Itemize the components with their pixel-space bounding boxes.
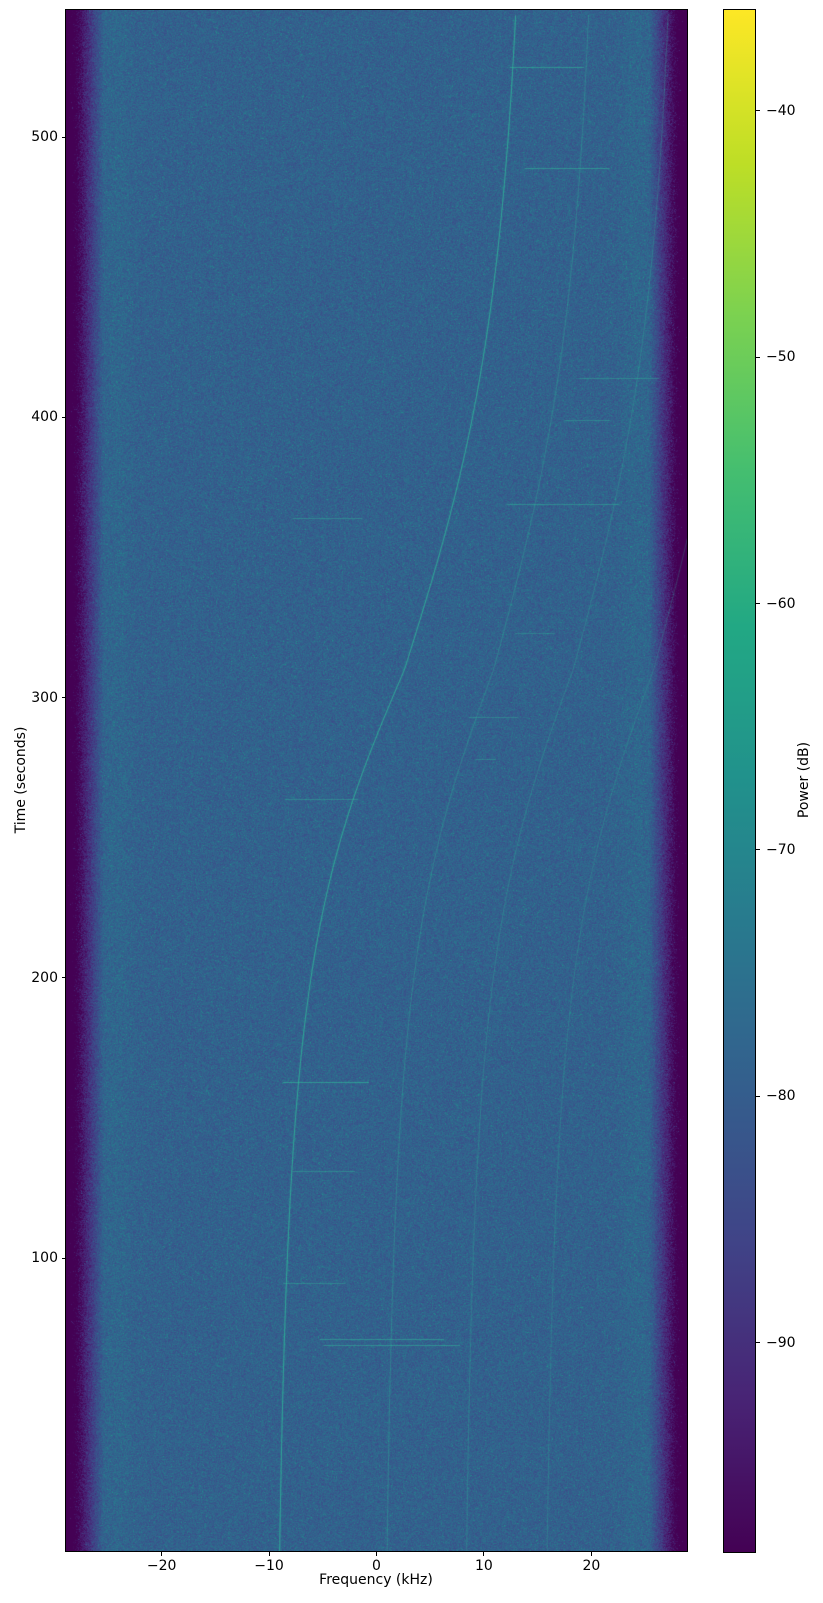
spectrogram-canvas bbox=[66, 10, 687, 1551]
x-tick-label: 20 bbox=[582, 1558, 601, 1574]
y-tick-label: 100 bbox=[31, 1250, 58, 1267]
colorbar-label: Power (dB) bbox=[796, 741, 812, 819]
y-tick-mark bbox=[62, 136, 66, 138]
x-tick-label: 0 bbox=[372, 1558, 381, 1574]
colorbar-tick-label: −80 bbox=[766, 1088, 796, 1105]
y-tick-label: 200 bbox=[31, 969, 58, 986]
x-tick-label: −20 bbox=[146, 1558, 177, 1574]
colorbar bbox=[723, 9, 756, 1553]
x-tick-mark bbox=[590, 1552, 592, 1556]
colorbar-tick-mark bbox=[756, 1095, 760, 1097]
colorbar-tick-label: −50 bbox=[766, 349, 796, 366]
y-tick-label: 500 bbox=[31, 129, 58, 146]
x-axis-label: Frequency (kHz) bbox=[319, 1572, 433, 1588]
x-tick-mark bbox=[268, 1552, 270, 1556]
y-tick-label: 300 bbox=[31, 689, 58, 706]
colorbar-tick-label: −40 bbox=[766, 102, 796, 119]
x-tick-mark bbox=[376, 1552, 377, 1556]
y-tick-mark bbox=[62, 416, 66, 418]
y-tick-mark bbox=[62, 977, 66, 979]
colorbar-tick-mark bbox=[756, 603, 760, 605]
colorbar-tick-mark bbox=[756, 849, 760, 851]
x-tick-mark bbox=[161, 1552, 163, 1556]
x-tick-mark bbox=[483, 1552, 485, 1556]
y-tick-label: 400 bbox=[31, 409, 58, 426]
y-axis-label: Time (seconds) bbox=[13, 726, 29, 834]
x-tick-label: −10 bbox=[254, 1558, 284, 1574]
colorbar-tick-mark bbox=[756, 356, 760, 358]
colorbar-tick-label: −60 bbox=[766, 595, 796, 612]
y-tick-mark bbox=[62, 1257, 66, 1259]
colorbar-tick-label: −70 bbox=[766, 841, 796, 858]
colorbar-gradient bbox=[724, 10, 755, 1552]
y-tick-mark bbox=[62, 697, 66, 699]
colorbar-tick-label: −90 bbox=[766, 1334, 796, 1351]
x-tick-label: 10 bbox=[475, 1558, 493, 1574]
colorbar-tick-mark bbox=[756, 1342, 760, 1344]
colorbar-tick-mark bbox=[756, 110, 760, 112]
